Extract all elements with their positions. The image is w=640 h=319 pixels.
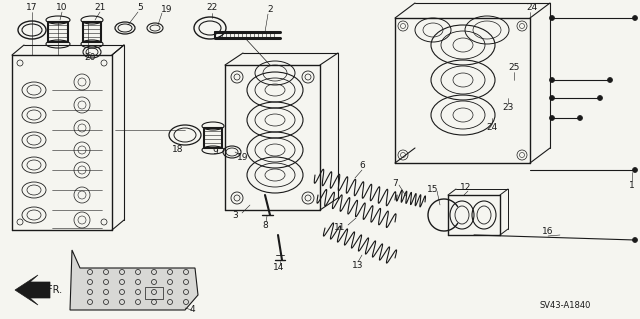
Text: 6: 6 bbox=[359, 160, 365, 169]
Text: 4: 4 bbox=[189, 306, 195, 315]
Text: 19: 19 bbox=[161, 5, 173, 14]
Text: 7: 7 bbox=[392, 179, 398, 188]
Text: 25: 25 bbox=[508, 63, 520, 72]
Text: 24: 24 bbox=[486, 123, 498, 132]
Text: 19: 19 bbox=[237, 153, 249, 162]
Text: 10: 10 bbox=[56, 4, 68, 12]
Text: 15: 15 bbox=[428, 186, 439, 195]
Bar bbox=[145, 287, 163, 299]
Circle shape bbox=[550, 78, 554, 83]
Circle shape bbox=[632, 167, 637, 173]
Circle shape bbox=[550, 95, 554, 100]
Text: 20: 20 bbox=[84, 53, 96, 62]
Text: 14: 14 bbox=[273, 263, 285, 272]
Text: 21: 21 bbox=[94, 4, 106, 12]
Circle shape bbox=[598, 95, 602, 100]
Text: 11: 11 bbox=[334, 224, 346, 233]
Circle shape bbox=[550, 115, 554, 121]
Circle shape bbox=[550, 16, 554, 20]
Text: 3: 3 bbox=[232, 211, 238, 219]
Text: 16: 16 bbox=[542, 227, 554, 236]
Text: 17: 17 bbox=[26, 4, 38, 12]
Text: 12: 12 bbox=[460, 183, 472, 192]
Text: 9: 9 bbox=[212, 147, 218, 157]
Text: 23: 23 bbox=[502, 102, 514, 112]
Text: 1: 1 bbox=[629, 181, 635, 189]
Text: 22: 22 bbox=[206, 4, 218, 12]
Text: FR.: FR. bbox=[47, 285, 63, 295]
Circle shape bbox=[632, 238, 637, 242]
Text: 13: 13 bbox=[352, 261, 364, 270]
Polygon shape bbox=[15, 275, 50, 305]
Circle shape bbox=[632, 16, 637, 20]
Text: 18: 18 bbox=[172, 145, 184, 154]
Text: SV43-A1840: SV43-A1840 bbox=[540, 300, 591, 309]
Circle shape bbox=[607, 78, 612, 83]
Text: 24: 24 bbox=[526, 4, 538, 12]
Polygon shape bbox=[70, 250, 198, 310]
Circle shape bbox=[577, 115, 582, 121]
Text: 8: 8 bbox=[262, 220, 268, 229]
Text: 2: 2 bbox=[267, 5, 273, 14]
Text: 5: 5 bbox=[137, 4, 143, 12]
